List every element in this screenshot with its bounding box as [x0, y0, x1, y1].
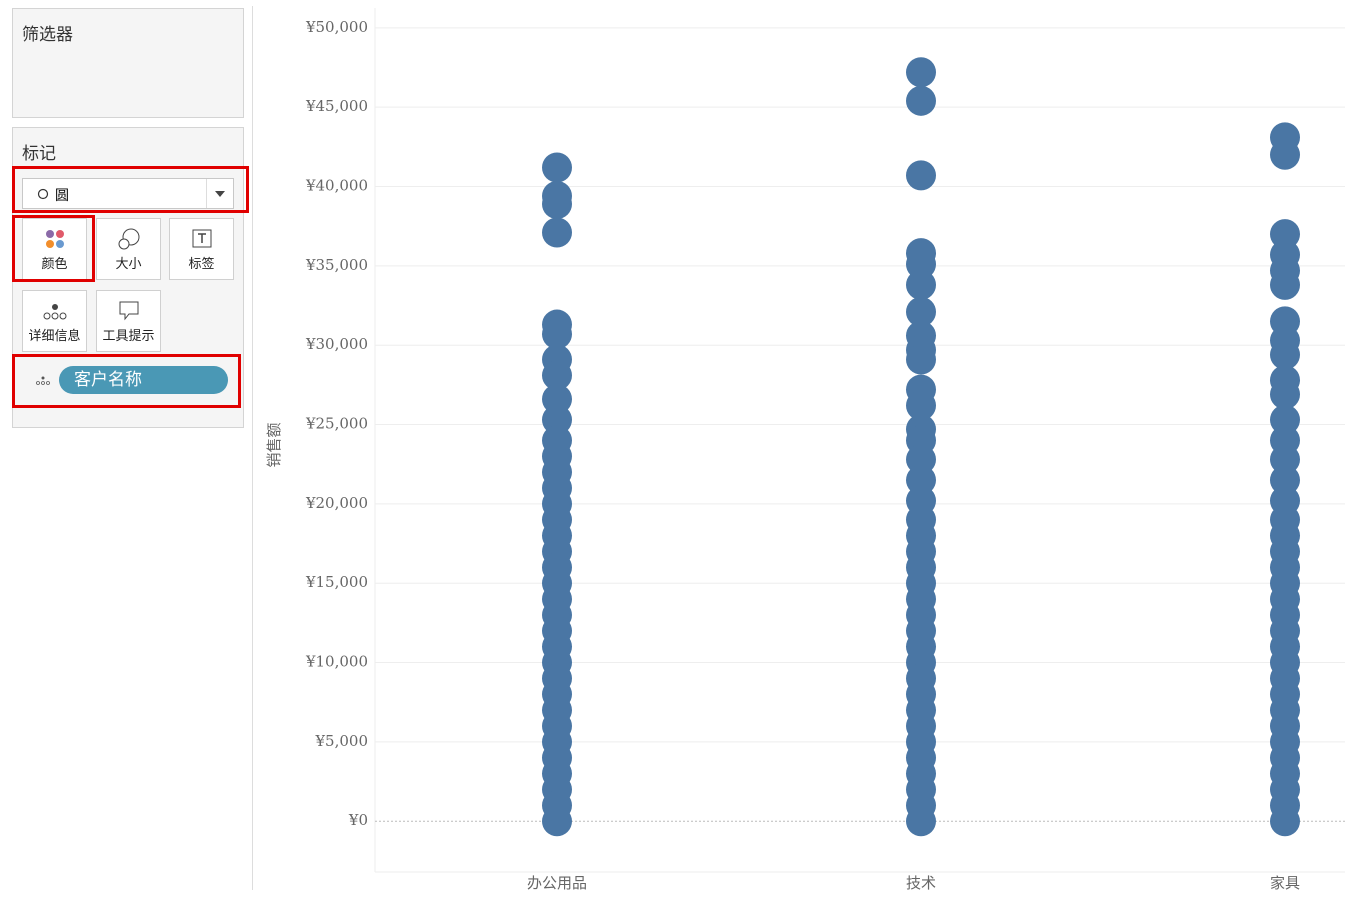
- point: [1270, 379, 1300, 410]
- filters-card: 筛选器: [12, 8, 244, 118]
- point: [542, 360, 572, 391]
- y-tick-label: ¥50,000: [305, 18, 368, 36]
- highlight-box: [12, 215, 95, 282]
- point: [542, 217, 572, 248]
- x-tick-label: 家具: [1270, 874, 1300, 892]
- filters-title: 筛选器: [22, 25, 73, 45]
- point: [542, 404, 572, 435]
- dropdown-arrow: [206, 179, 225, 208]
- button-label: 详细信息: [28, 329, 81, 344]
- label-icon: [192, 229, 211, 248]
- button-label: 颜色: [41, 257, 68, 272]
- highlight-box: [12, 166, 249, 213]
- mark-type-dropdown[interactable]: 圆: [22, 178, 234, 209]
- highlight-box: [12, 354, 241, 408]
- marks-title: 标记: [22, 144, 56, 164]
- point: [1270, 404, 1300, 435]
- mark-type-label: 圆: [55, 188, 69, 204]
- point: [1270, 806, 1300, 837]
- point: [906, 444, 936, 475]
- y-tick-label: ¥45,000: [305, 97, 368, 115]
- point: [906, 85, 936, 116]
- detail-button[interactable]: 详细信息: [22, 290, 87, 352]
- detail-field-icon: [36, 376, 50, 385]
- label-button[interactable]: 标签: [169, 218, 234, 280]
- point: [1270, 219, 1300, 250]
- color-icon: [45, 230, 64, 248]
- divider: [252, 6, 253, 890]
- point: [906, 269, 936, 300]
- point: [906, 160, 936, 191]
- point: [1270, 465, 1300, 496]
- y-tick-label: ¥0: [348, 811, 368, 829]
- point: [542, 152, 572, 183]
- y-tick-label: ¥15,000: [305, 573, 368, 591]
- y-tick-label: ¥40,000: [305, 177, 368, 195]
- button-label: 标签: [188, 257, 215, 272]
- point: [906, 344, 936, 375]
- point: [1270, 339, 1300, 370]
- point: [1270, 444, 1300, 475]
- detail-icon: [43, 304, 66, 320]
- point: [542, 806, 572, 837]
- y-axis-title: 销售额: [265, 422, 283, 467]
- y-tick-label: ¥35,000: [305, 256, 368, 274]
- point: [1270, 139, 1300, 170]
- y-tick-label: ¥5,000: [315, 732, 369, 750]
- point: [906, 465, 936, 496]
- point: [1270, 269, 1300, 300]
- point: [542, 319, 572, 350]
- x-tick-label: 技术: [906, 874, 936, 892]
- tooltip-button[interactable]: 工具提示: [96, 290, 161, 352]
- y-tick-label: ¥25,000: [305, 415, 368, 433]
- chart: 销售额 ¥0 ¥5,000 ¥10,000 ¥15,000 ¥20,000 ¥25,000…: [265, 8, 1345, 892]
- point: [542, 384, 572, 415]
- tooltip-icon: [119, 301, 138, 321]
- point: [906, 806, 936, 837]
- y-tick-label: ¥30,000: [305, 335, 368, 353]
- point: [906, 249, 936, 280]
- point: [906, 390, 936, 421]
- button-label: 工具提示: [102, 329, 155, 344]
- point: [906, 57, 936, 88]
- button-label: 大小: [115, 257, 142, 272]
- x-tick-label: 办公用品: [527, 874, 587, 892]
- circle-icon: [37, 188, 49, 200]
- size-button[interactable]: 大小: [96, 218, 161, 280]
- size-icon: [118, 228, 139, 250]
- point: [542, 188, 572, 219]
- color-button[interactable]: 颜色: [22, 218, 87, 280]
- y-tick-label: ¥20,000: [305, 494, 368, 512]
- point: [906, 296, 936, 327]
- detail-field-pill[interactable]: 客户名称: [59, 366, 228, 394]
- y-tick-label: ¥10,000: [305, 653, 368, 671]
